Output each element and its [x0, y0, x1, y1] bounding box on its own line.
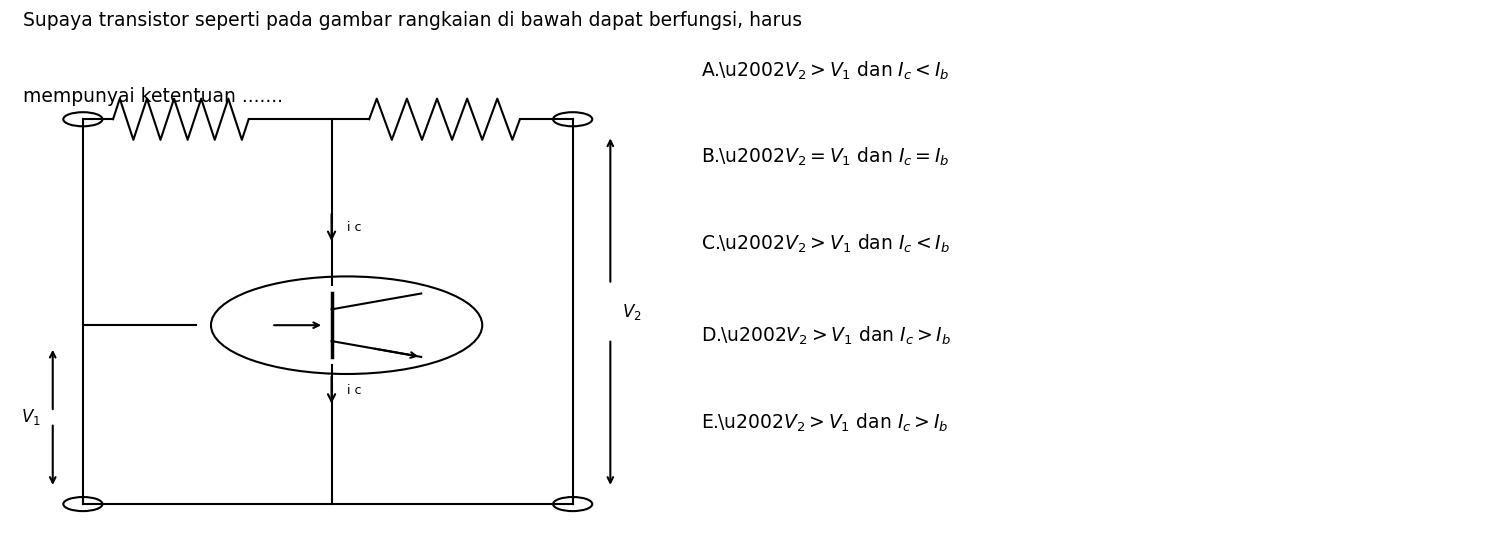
Text: $V_2$: $V_2$ [622, 302, 642, 321]
Circle shape [63, 497, 102, 511]
Circle shape [553, 112, 592, 126]
Text: C.\u2002$V_2 > V_1$ dan $I_c < I_b$: C.\u2002$V_2 > V_1$ dan $I_c < I_b$ [701, 233, 949, 255]
Text: $V_1$: $V_1$ [21, 408, 41, 427]
Text: B.\u2002$V_2 = V_1$ dan $I_c = I_b$: B.\u2002$V_2 = V_1$ dan $I_c = I_b$ [701, 146, 949, 169]
Text: A.\u2002$V_2 > V_1$ dan $I_c < I_b$: A.\u2002$V_2 > V_1$ dan $I_c < I_b$ [701, 59, 949, 82]
Text: D.\u2002$V_2 > V_1$ dan $I_c > I_b$: D.\u2002$V_2 > V_1$ dan $I_c > I_b$ [701, 325, 951, 347]
Circle shape [63, 112, 102, 126]
Text: E.\u2002$V_2 > V_1$ dan $I_c > I_b$: E.\u2002$V_2 > V_1$ dan $I_c > I_b$ [701, 411, 948, 434]
Text: i c: i c [347, 221, 362, 234]
Circle shape [553, 497, 592, 511]
Text: Supaya transistor seperti pada gambar rangkaian di bawah dapat berfungsi, harus: Supaya transistor seperti pada gambar ra… [23, 11, 802, 30]
Text: i c: i c [347, 384, 362, 397]
Text: mempunyai ketentuan .......: mempunyai ketentuan ....... [23, 87, 283, 106]
